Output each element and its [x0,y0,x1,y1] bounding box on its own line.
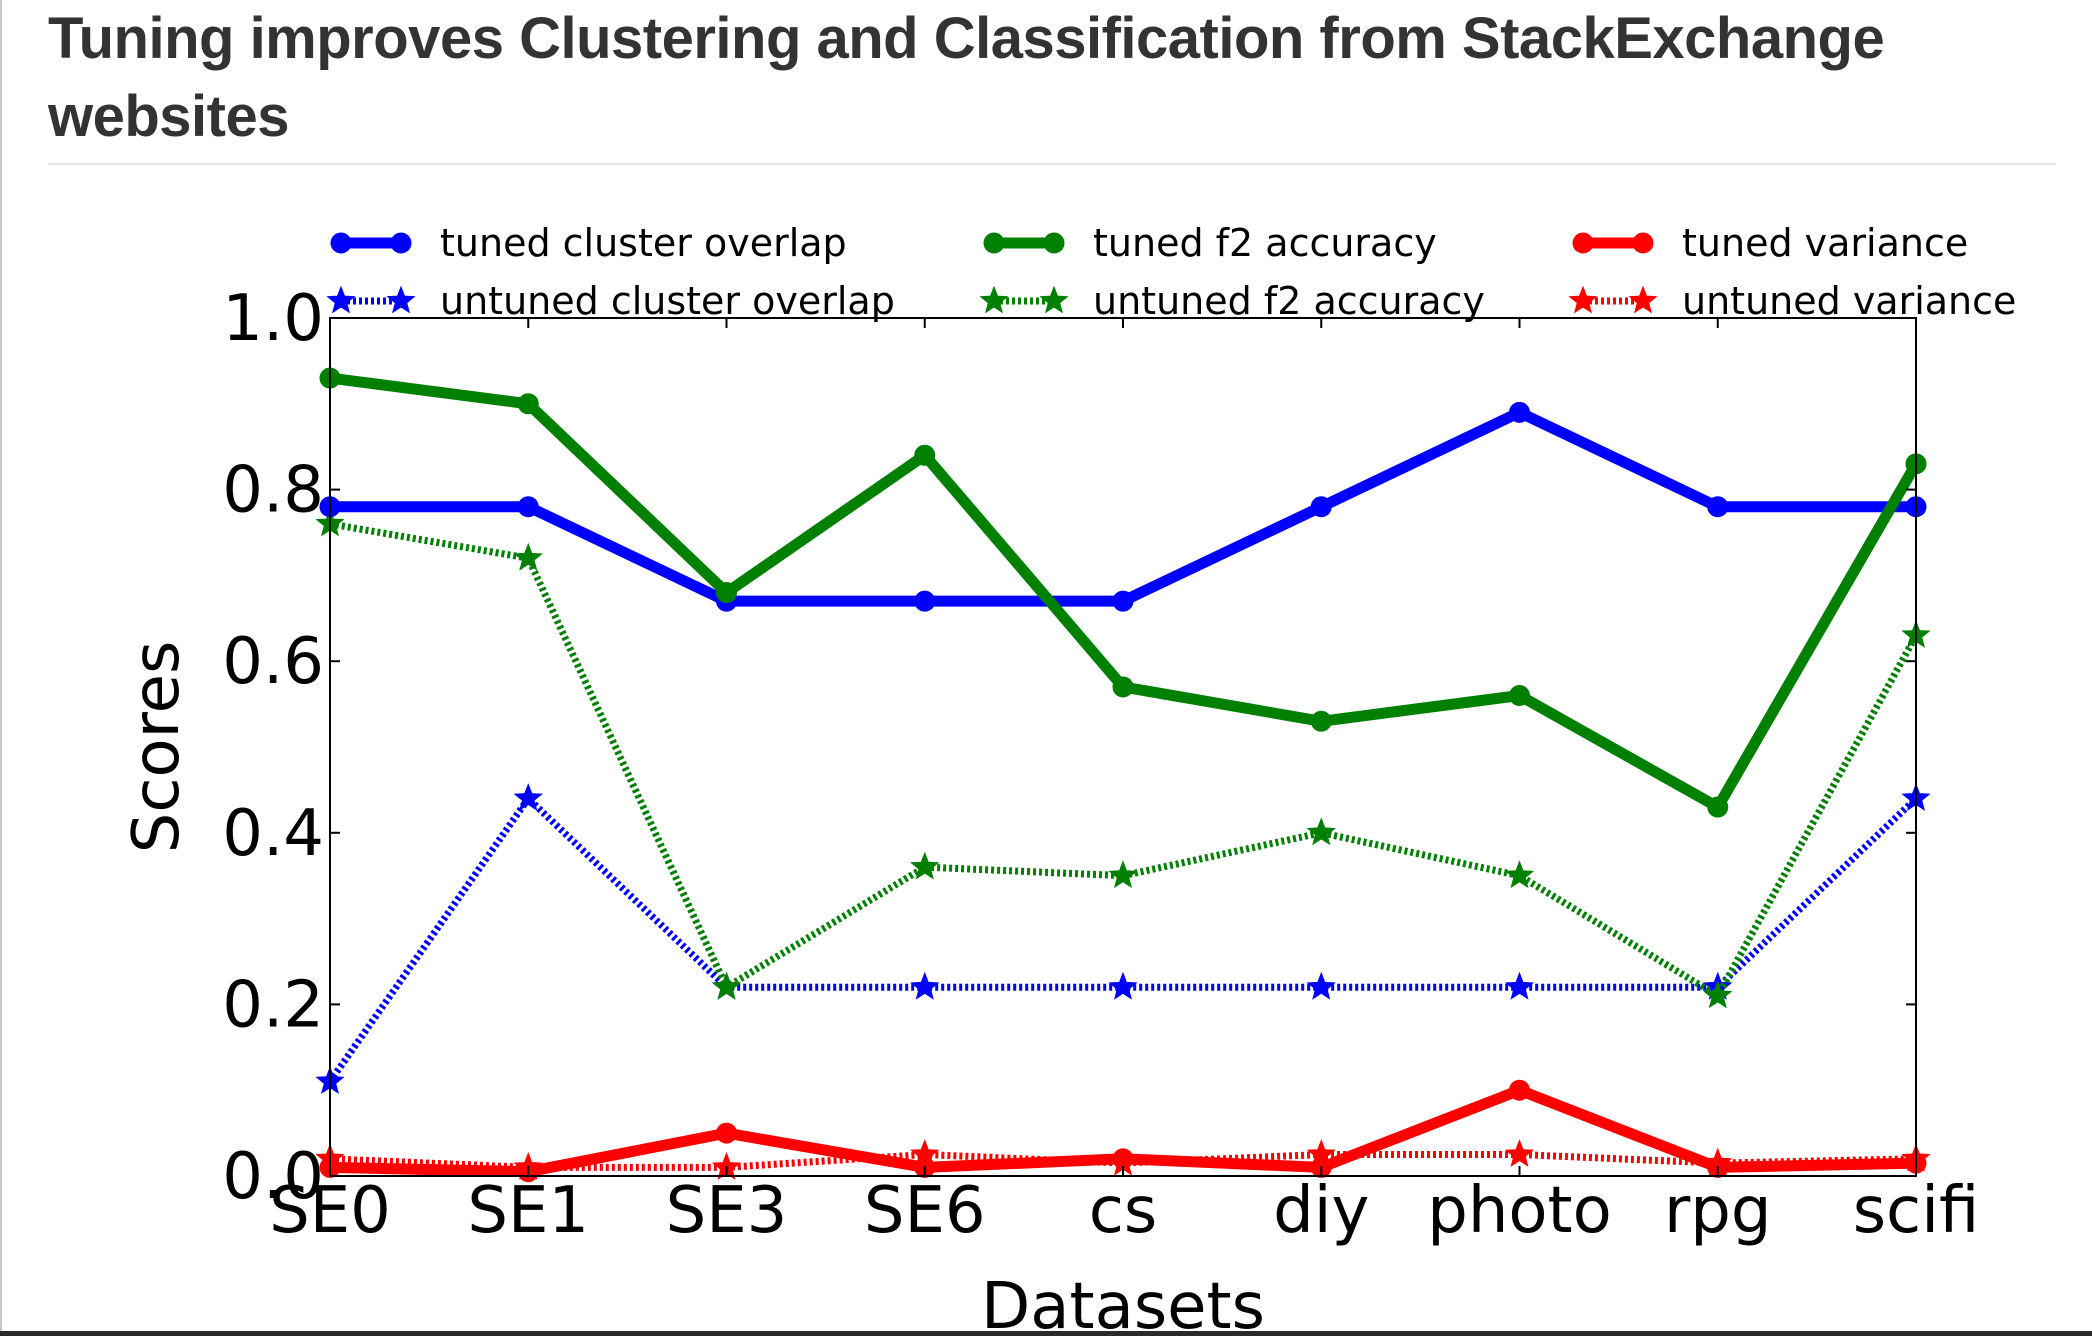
data-point-untuned-cluster-overlap-diy [1306,971,1336,1000]
legend-label: untuned variance [1682,279,2016,323]
data-point-tuned-variance-SE3 [716,1122,737,1144]
legend-item: untuned variance [1568,279,2016,323]
y-axis-label: Scores [120,641,194,854]
x-tick-label: cs [1089,1174,1158,1248]
legend-item: tuned variance [1572,221,1968,265]
legend-label: tuned variance [1682,221,1968,265]
data-point-untuned-f2-accuracy-SE6 [910,851,940,880]
x-tick-label: SE0 [269,1174,391,1248]
legend-item: untuned cluster overlap [326,279,895,323]
series-tuned-variance [319,1079,1927,1183]
legend-label: tuned cluster overlap [440,221,847,265]
legend-marker [979,285,1009,314]
data-point-tuned-f2-accuracy-rpg [1707,796,1729,818]
data-point-tuned-f2-accuracy-SE6 [914,444,936,466]
y-tick-label: 0.2 [222,968,324,1042]
legend-label: untuned cluster overlap [440,279,895,323]
series-tuned-cluster-overlap [319,401,1927,612]
x-axis-label: Datasets [981,1270,1265,1336]
data-point-tuned-cluster-overlap-cs [1112,590,1134,612]
data-point-tuned-f2-accuracy-SE1 [517,393,539,415]
legend-marker [330,232,352,254]
legend-item: tuned f2 accuracy [983,221,1437,265]
legend-marker [1632,232,1654,254]
series-line-untuned-cluster-overlap [327,793,1919,1084]
legend-marker [1568,285,1598,314]
data-point-untuned-f2-accuracy-cs [1108,860,1138,889]
page-title: Tuning improves Clustering and Classific… [48,6,1885,149]
legend-marker [326,285,356,314]
data-point-untuned-f2-accuracy-rpg [1703,980,1733,1009]
legend-label: untuned f2 accuracy [1093,279,1485,323]
x-tick-label: SE3 [666,1174,788,1248]
title-divider [48,163,2056,165]
legend-marker [1628,285,1658,314]
x-tick-label: photo [1427,1174,1612,1248]
series-tuned-f2-accuracy [319,367,1927,818]
x-tick-label: rpg [1664,1174,1772,1248]
data-point-tuned-f2-accuracy-diy [1310,710,1332,732]
data-point-tuned-cluster-overlap-photo [1509,401,1530,423]
legend-marker [1572,232,1594,254]
legend-marker [386,285,416,314]
y-tick-label: 0.0 [222,1140,324,1214]
data-point-untuned-f2-accuracy-diy [1306,817,1336,846]
legend-marker [983,232,1005,254]
data-point-tuned-variance-photo [1509,1079,1530,1101]
left-border [0,0,2,1336]
x-tick-label: SE6 [864,1174,986,1248]
data-point-untuned-f2-accuracy-SE3 [711,971,742,1000]
data-point-tuned-f2-accuracy-cs [1112,676,1134,698]
data-point-untuned-cluster-overlap-SE1 [513,783,543,811]
legend-item: tuned cluster overlap [330,221,847,265]
legend-label: tuned f2 accuracy [1093,221,1437,265]
data-point-tuned-cluster-overlap-rpg [1707,496,1729,518]
legend-item: untuned f2 accuracy [979,279,1485,323]
legend-marker [390,232,412,254]
data-point-untuned-cluster-overlap-SE6 [910,971,940,1000]
series-untuned-cluster-overlap [315,783,1931,1095]
data-point-tuned-f2-accuracy-photo [1509,685,1530,707]
legend-marker [1043,232,1065,254]
series-untuned-f2-accuracy [315,508,1931,1009]
data-point-untuned-variance-photo [1504,1139,1535,1168]
y-tick-label: 0.4 [222,797,324,871]
legend: tuned cluster overlap untuned cluster ove… [326,221,2016,323]
data-point-tuned-f2-accuracy-SE3 [716,582,737,604]
y-tick-label: 0.6 [222,625,324,699]
data-point-tuned-cluster-overlap-diy [1310,496,1332,518]
x-tick-label: diy [1273,1174,1369,1248]
y-tick-label: 1.0 [222,282,324,356]
data-point-untuned-f2-accuracy-SE1 [513,542,543,571]
legend-marker [1039,285,1069,314]
data-point-untuned-f2-accuracy-photo [1504,860,1535,889]
x-tick-label: scifi [1853,1174,1980,1248]
x-tick-label: SE1 [467,1174,589,1248]
bottom-border [0,1331,2092,1336]
data-point-untuned-cluster-overlap-photo [1504,971,1535,1000]
data-point-untuned-cluster-overlap-cs [1108,971,1138,1000]
y-tick-label: 0.8 [222,454,324,528]
data-point-tuned-variance-cs [1112,1148,1134,1170]
data-point-tuned-cluster-overlap-SE6 [914,590,936,612]
data-point-tuned-cluster-overlap-SE1 [517,496,539,518]
